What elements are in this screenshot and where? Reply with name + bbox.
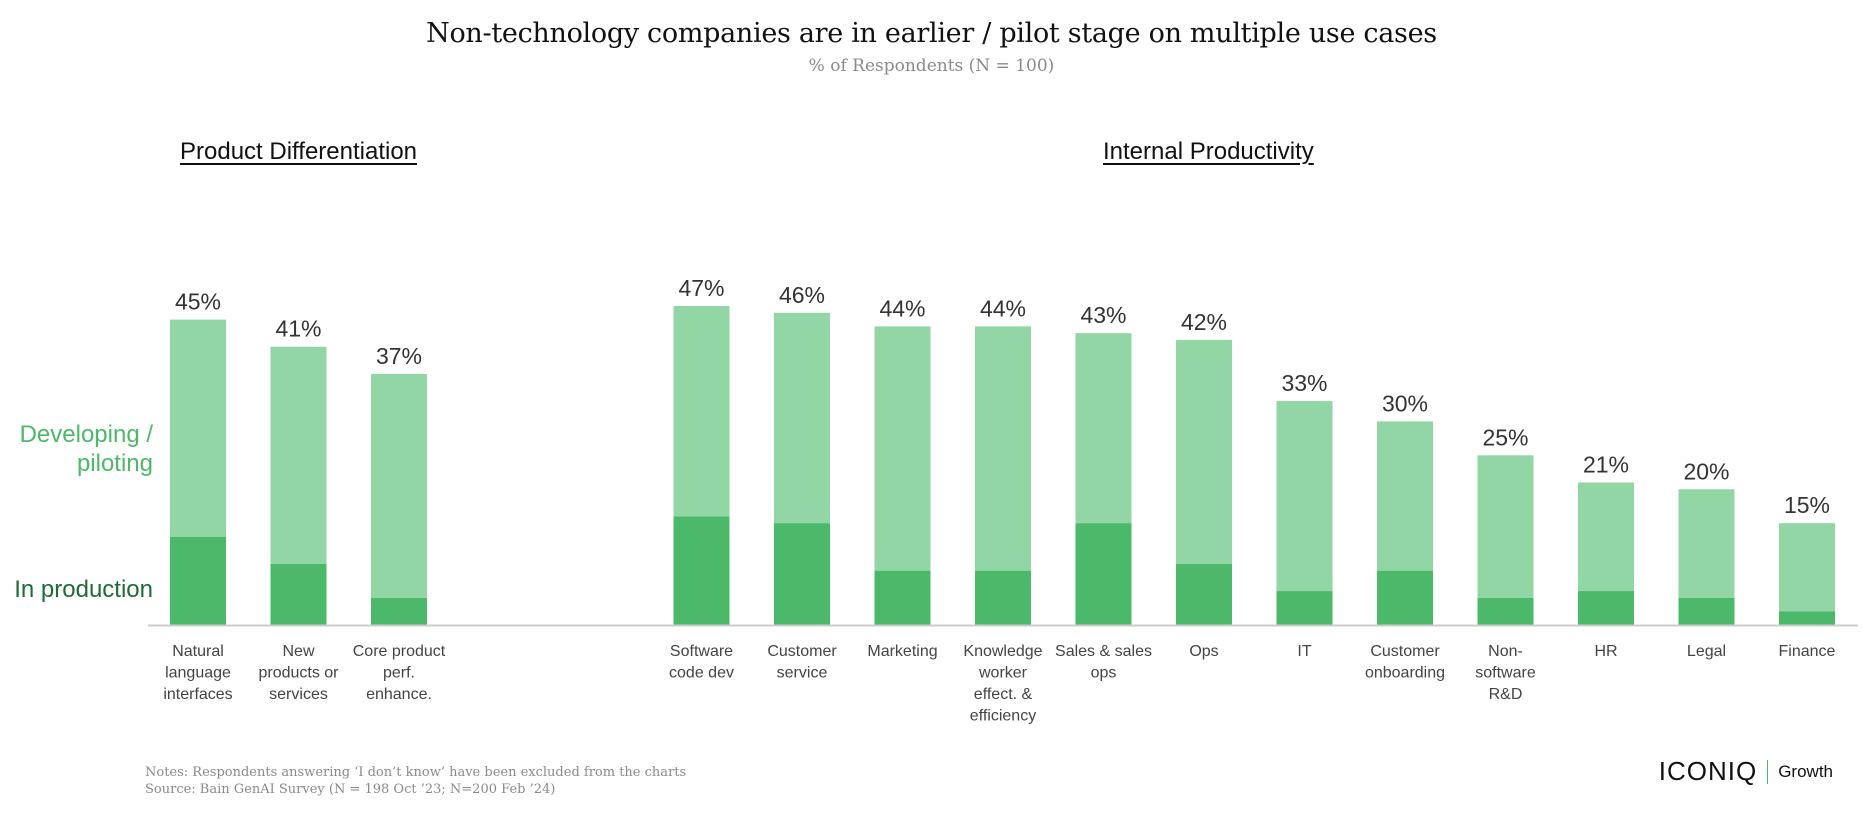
bar-developing	[1176, 339, 1232, 564]
category-label: Natural	[172, 643, 224, 660]
bar-developing	[1377, 421, 1433, 571]
bar-production	[1578, 591, 1634, 625]
total-label: 44%	[980, 295, 1026, 321]
category-label: effect. &	[974, 686, 1033, 703]
bar-developing	[1276, 401, 1333, 592]
chart-subtitle: % of Respondents (N = 100)	[808, 56, 1055, 76]
bar-developing	[975, 326, 1031, 571]
total-label: 46%	[779, 282, 825, 308]
logo-divider	[1767, 759, 1769, 784]
total-label: 15%	[1784, 492, 1830, 518]
bar-production	[1477, 597, 1534, 625]
category-label: R&D	[1489, 686, 1523, 703]
bar-developing	[1678, 489, 1735, 598]
category-label: software	[1475, 665, 1536, 682]
bar-production	[874, 570, 931, 625]
category-label: Marketing	[867, 643, 937, 660]
bar-developing	[874, 326, 931, 571]
total-label: 20%	[1683, 458, 1729, 484]
category-label: Customer	[1370, 643, 1440, 660]
total-label: 30%	[1382, 390, 1428, 416]
bar-developing	[1578, 482, 1634, 592]
category-label: Software	[670, 643, 733, 660]
total-label: 37%	[376, 343, 422, 369]
category-label: onboarding	[1365, 665, 1445, 682]
bar-developing	[673, 306, 730, 517]
bar-developing	[170, 319, 226, 537]
category-label: code dev	[669, 665, 734, 682]
total-label: 45%	[175, 289, 221, 315]
bar-production	[1377, 570, 1433, 625]
category-label: language	[165, 665, 231, 682]
category-label: ops	[1091, 665, 1117, 682]
category-label: interfaces	[163, 686, 232, 703]
bar-production	[1779, 611, 1835, 625]
total-label: 25%	[1482, 424, 1528, 450]
category-label: Legal	[1687, 643, 1726, 660]
category-label: Non-	[1488, 643, 1523, 660]
iconiq-logo: ICONIQ Growth	[1659, 756, 1833, 787]
bar-developing	[1477, 455, 1534, 598]
bar-production	[1276, 591, 1333, 625]
chart-title: Non-technology companies are in earlier …	[426, 18, 1437, 49]
category-label: efficiency	[970, 708, 1036, 725]
bar-developing	[371, 373, 427, 598]
legend-developing-line2: piloting	[76, 450, 153, 477]
legend-developing-line1: Developing /	[19, 421, 153, 448]
category-label: services	[269, 686, 328, 703]
category-label: Core product	[353, 643, 446, 660]
category-label: service	[777, 665, 828, 682]
bar-production	[673, 516, 730, 625]
category-label: Finance	[1779, 643, 1836, 660]
category-label: IT	[1297, 643, 1311, 660]
bar-production	[170, 536, 226, 625]
category-label: products or	[258, 665, 339, 682]
legend-developing: Developing / piloting	[20, 420, 153, 478]
bar-production	[1678, 597, 1735, 625]
section-internal-productivity: Internal Productivity	[1103, 138, 1314, 165]
bar-production	[975, 570, 1031, 625]
footnotes: Notes: Respondents answering ‘I don’t kn…	[145, 764, 686, 798]
category-label: Customer	[767, 643, 837, 660]
section-product-differentiation: Product Differentiation	[180, 138, 418, 165]
category-label: worker	[978, 665, 1028, 682]
category-label: Knowledge	[963, 643, 1042, 660]
logo-subtitle: Growth	[1778, 761, 1833, 781]
bar-developing	[774, 312, 830, 524]
category-label: Sales & sales	[1055, 643, 1152, 660]
total-label: 43%	[1080, 302, 1126, 328]
bar-developing	[270, 346, 327, 564]
category-label: enhance.	[366, 686, 432, 703]
total-label: 21%	[1583, 451, 1629, 477]
bar-production	[1075, 523, 1132, 625]
category-label: perf.	[383, 665, 415, 682]
bar-production	[774, 523, 830, 625]
bar-developing	[1075, 333, 1132, 524]
legend-production: In production	[14, 576, 153, 603]
category-label: HR	[1594, 643, 1617, 660]
category-label: New	[282, 643, 314, 660]
notes-line: Notes: Respondents answering ‘I don’t kn…	[145, 765, 687, 780]
bar-production	[270, 563, 327, 625]
total-label: 47%	[678, 275, 724, 301]
bar-developing	[1779, 523, 1835, 612]
total-label: 42%	[1181, 309, 1227, 335]
source-line: Source: Bain GenAI Survey (N = 198 Oct ’…	[145, 782, 556, 797]
category-label: Ops	[1189, 643, 1218, 660]
total-label: 41%	[275, 316, 321, 342]
bar-production	[371, 597, 427, 625]
bar-production	[1176, 563, 1232, 625]
total-label: 33%	[1281, 370, 1327, 396]
total-label: 44%	[879, 295, 925, 321]
logo-wordmark: ICONIQ	[1658, 756, 1758, 786]
